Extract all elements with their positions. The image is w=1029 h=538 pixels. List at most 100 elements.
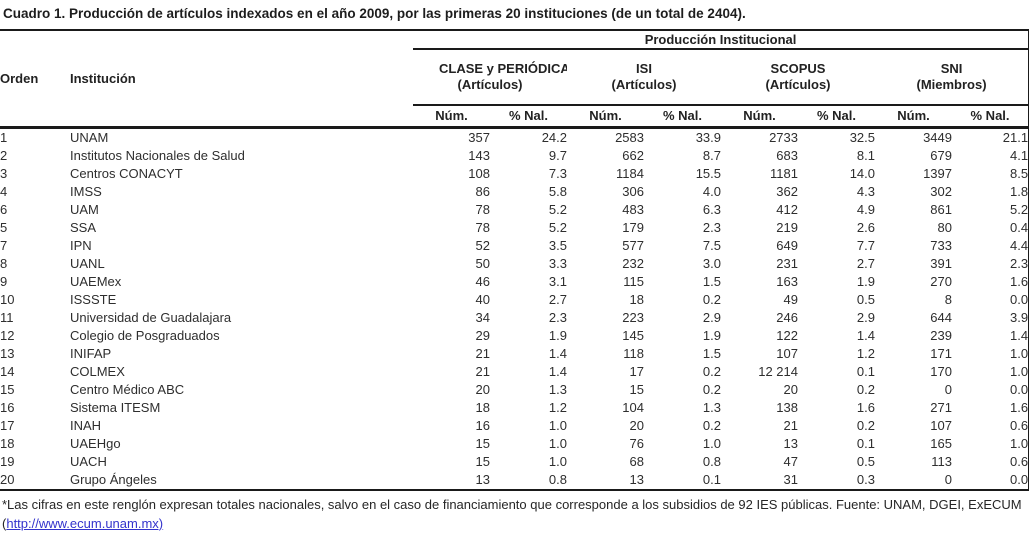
cell-value: 2.9 [856, 309, 875, 325]
cell-value: 5.8 [548, 183, 567, 199]
cell-value: 107 [776, 345, 798, 361]
table-row: 13 INIFAP 21 1.4 118 1.5 107 1.2 171 1.0 [0, 345, 1029, 363]
cell-value: 1.5 [702, 273, 721, 289]
subheader-pct: % Nal. [952, 105, 1029, 129]
group-unit: (Miembros) [916, 77, 987, 92]
cell-value: 108 [468, 165, 490, 181]
table-row: 2 Institutos Nacionales de Salud 143 9.7… [0, 147, 1029, 165]
cell-institucion: Colegio de Posgraduados [70, 327, 220, 343]
table-row: 9 UAEMex 46 3.1 115 1.5 163 1.9 270 1.6 [0, 273, 1029, 291]
table-row: 15 Centro Médico ABC 20 1.3 15 0.2 20 0.… [0, 381, 1029, 399]
cell-value: 0.1 [856, 435, 875, 451]
cell-value: 31 [783, 471, 798, 487]
cell-value: 0.5 [856, 291, 875, 307]
cell-value: 232 [622, 255, 644, 271]
cell-value: 6.3 [702, 201, 721, 217]
table-row: 20 Grupo Ángeles 13 0.8 13 0.1 31 0.3 0 … [0, 471, 1029, 490]
cell-institucion: UACH [70, 453, 107, 469]
cell-value: 271 [930, 399, 952, 415]
cell-value: 18 [475, 399, 490, 415]
cell-value: 29 [475, 327, 490, 343]
cell-value: 0.6 [1009, 417, 1029, 433]
cell-value: 1181 [770, 165, 798, 181]
cell-value: 662 [622, 147, 644, 163]
table-row: 12 Colegio de Posgraduados 29 1.9 145 1.… [0, 327, 1029, 345]
cell-value: 122 [776, 327, 798, 343]
cell-value: 0.2 [702, 417, 721, 433]
cell-value: 1.0 [548, 453, 567, 469]
cell-value: 15 [475, 453, 490, 469]
cell-value: 0.8 [548, 471, 567, 487]
cell-value: 7.5 [702, 237, 721, 253]
cell-value: 0.0 [1009, 381, 1029, 397]
cell-value: 0 [944, 381, 952, 397]
cell-institucion: UAEHgo [70, 435, 121, 451]
table-caption: Cuadro 1. Producción de artículos indexa… [3, 6, 746, 21]
cell-value: 15 [475, 435, 490, 451]
table-row: 18 UAEHgo 15 1.0 76 1.0 13 0.1 165 1.0 [0, 435, 1029, 453]
source-url-link[interactable]: http://www.ecum.unam.mx) [6, 515, 164, 531]
cell-value: 179 [622, 219, 644, 235]
cell-orden: 3 [0, 165, 8, 181]
cell-value: 115 [623, 273, 644, 289]
group-name: SNI [940, 61, 963, 76]
cell-value: 138 [776, 399, 798, 415]
cell-value: 9.7 [548, 147, 567, 163]
group-header-clase-periodica: CLASE y PERIÓDICA (Artículos) [413, 49, 567, 106]
group-name: CLASE y PERIÓDICA [439, 61, 567, 76]
cell-value: 86 [475, 183, 490, 199]
cell-value: 20 [475, 381, 490, 397]
cell-value: 1.6 [1009, 399, 1029, 415]
cell-value: 13 [783, 435, 798, 451]
cell-value: 14.0 [849, 165, 875, 181]
cell-value: 21 [783, 417, 798, 433]
cell-orden: 18 [0, 435, 15, 451]
cell-value: 0.8 [702, 453, 721, 469]
cell-orden: 19 [0, 453, 15, 469]
cell-value: 171 [930, 345, 952, 361]
cell-value: 2.3 [548, 309, 567, 325]
cell-value: 1.0 [1009, 345, 1029, 361]
subheader-pct: % Nal. [798, 105, 875, 129]
cell-value: 143 [468, 147, 490, 163]
cell-value: 683 [776, 147, 798, 163]
cell-value: 80 [937, 219, 952, 235]
cell-institucion: COLMEX [70, 363, 125, 379]
cell-value: 0.4 [1009, 219, 1029, 235]
cell-value: 0.5 [856, 453, 875, 469]
cell-value: 3.9 [1009, 309, 1029, 325]
subheader-pct: % Nal. [490, 105, 567, 129]
cell-value: 7.7 [856, 237, 875, 253]
cell-value: 1.8 [1009, 183, 1029, 199]
cell-value: 1.4 [856, 327, 875, 343]
cell-institucion: INAH [70, 417, 102, 433]
cell-value: 861 [930, 201, 952, 217]
cell-institucion: IPN [70, 237, 92, 253]
cell-orden: 5 [0, 219, 8, 235]
cell-value: 649 [776, 237, 798, 253]
cell-value: 145 [622, 327, 644, 343]
cell-value: 78 [475, 201, 490, 217]
cell-value: 733 [930, 237, 952, 253]
cell-value: 40 [475, 291, 490, 307]
cell-institucion: UNAM [70, 129, 109, 145]
cell-value: 16 [475, 417, 490, 433]
cell-institucion: ISSSTE [70, 291, 117, 307]
cell-value: 163 [776, 273, 798, 289]
production-table: Orden Institución Producción Institucion… [0, 29, 1029, 491]
cell-value: 17 [629, 363, 644, 379]
cell-value: 1.2 [856, 345, 875, 361]
cell-value: 1184 [616, 165, 644, 181]
cell-institucion: IMSS [70, 183, 102, 199]
cell-orden: 12 [0, 327, 15, 343]
table-row: 11 Universidad de Guadalajara 34 2.3 223… [0, 309, 1029, 327]
cell-value: 0.1 [702, 471, 721, 487]
cell-orden: 11 [0, 309, 14, 325]
cell-value: 118 [623, 345, 644, 361]
footnote-text: *Las cifras en este renglón expresan tot… [2, 496, 1022, 531]
cell-value: 239 [930, 327, 952, 343]
group-unit: (Artículos) [457, 77, 523, 92]
cell-value: 24.2 [541, 129, 567, 145]
cell-value: 2733 [769, 129, 798, 145]
cell-value: 113 [931, 453, 952, 469]
